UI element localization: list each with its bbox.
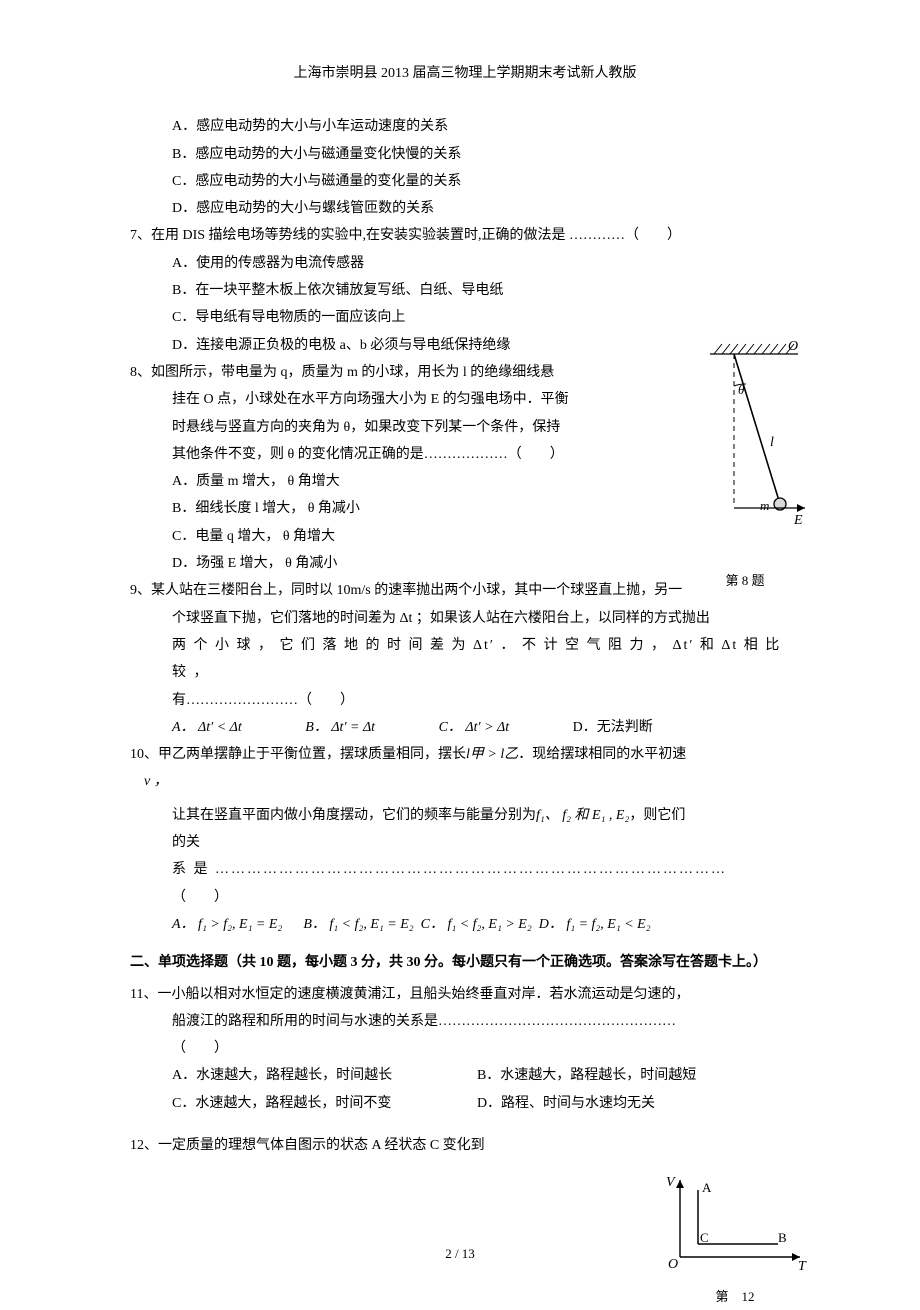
q11-body: 船渡江的路程和所用的时间与水速的关系是…………………………………………… （ ）	[130, 1008, 800, 1063]
q10-options: A． f₁ > f₂, E₁ = E₂ B． f₁ < f₂, E₁ = E₂ …	[130, 911, 800, 938]
q11-opt-c: C．水速越大，路程越长，时间不变	[172, 1090, 473, 1118]
q11-opt-a: A．水速越大，路程越长，时间越长	[172, 1062, 473, 1090]
q12-fig-label-a: A	[702, 1180, 712, 1195]
q10-body: 让其在竖直平面内做小角度摆动，它们的频率与能量分别为f₁、 f₂ 和 E₁ , …	[130, 802, 800, 911]
page-header: 上海市崇明县 2013 届高三物理上学期期末考试新人教版	[130, 60, 800, 87]
q8-figure: O θ l m E 第 8 题	[680, 336, 810, 556]
q8-fig-label-e: E	[793, 513, 803, 528]
q9-opt-a: A． Δt′ < Δt	[172, 720, 242, 735]
q9-opt-b: B． Δt′ = Δt	[305, 720, 375, 735]
q11-opt-b: B．水速越大，路程越长，时间越短	[477, 1062, 778, 1090]
q10-stem-2-pre: 让其在竖直平面内做小角度摆动，它们的频率与能量分别为	[172, 808, 536, 823]
q8-figure-svg: O θ l m E	[680, 336, 810, 556]
q10-stem-1-post: ．现给摆球相同的水平初速	[518, 747, 686, 762]
q11-options: A．水速越大，路程越长，时间越长 B．水速越大，路程越长，时间越短 C．水速越大…	[130, 1062, 800, 1118]
q-prev-opt-a: A．感应电动势的大小与小车运动速度的关系	[172, 113, 800, 140]
q8-fig-label-m: m	[760, 498, 769, 513]
q10-opt-c: C． f₁ < f₂, E₁ > E₂	[421, 917, 532, 932]
page-root: 上海市崇明县 2013 届高三物理上学期期末考试新人教版 A．感应电动势的大小与…	[0, 0, 920, 1302]
section-2-heading: 二、单项选择题（共 10 题，每小题 3 分，共 30 分。每小题只有一个正确选…	[130, 952, 800, 974]
q8-fig-caption: 第 8 题	[680, 568, 810, 593]
q10-opt-a: A． f₁ > f₂, E₁ = E₂	[172, 917, 282, 932]
q8-fig-label-o: O	[788, 339, 798, 354]
q11-stem-1: 11、一小船以相对水恒定的速度横渡黄浦江，且船头始终垂直对岸．若水流运动是匀速的…	[130, 981, 800, 1008]
q9-stem-3: 两 个 小 球 ， 它 们 落 地 的 时 间 差 为 Δt′ ． 不 计 空 …	[172, 632, 800, 687]
q7-opt-a: A．使用的传感器为电流传感器	[172, 250, 800, 277]
q7-opt-b: B．在一块平整木板上依次铺放复写纸、白纸、导电纸	[172, 277, 800, 304]
q12-fig-caption: 第 12	[660, 1284, 810, 1309]
q12-stem: 12、一定质量的理想气体自图示的状态 A 经状态 C 变化到	[130, 1132, 800, 1159]
q10-stem-2: 让其在竖直平面内做小角度摆动，它们的频率与能量分别为f₁、 f₂ 和 E₁ , …	[172, 802, 800, 829]
q8-fig-label-l: l	[770, 435, 774, 450]
q10-opt-b: B． f₁ < f₂, E₁ = E₂	[303, 917, 413, 932]
q9-body: 个球竖直下抛，它们落地的时间差为 Δt ；如果该人站在六楼阳台上，以同样的方式抛…	[130, 605, 800, 714]
q10-stem-4: 系 是 ……………………………………………………………………………………	[172, 856, 800, 883]
q10-v-label: v ，	[144, 774, 168, 789]
q9-opt-c: C． Δt′ > Δt	[439, 720, 510, 735]
q10-stem-1-math: l甲 > l乙	[466, 747, 518, 762]
q12-figure: V A C B O T 第 12	[660, 1172, 810, 1292]
q-prev-opt-c: C．感应电动势的大小与磁通量的变化量的关系	[172, 168, 800, 195]
q8-fig-label-theta: θ	[738, 382, 745, 397]
q-prev-opt-b: B．感应电动势的大小与磁通量变化快慢的关系	[172, 141, 800, 168]
page-number: 2 / 13	[0, 1241, 920, 1266]
q10-stem-5: （ ）	[172, 884, 800, 911]
q10-stem-1v: v ，	[130, 768, 800, 795]
q12-fig-label-v: V	[666, 1175, 676, 1190]
q9-stem-4: 有……………………（ ）	[172, 687, 800, 714]
q10-opt-d: D． f₁ = f₂, E₁ < E₂	[539, 917, 651, 932]
q9-options: A． Δt′ < Δt B． Δt′ = Δt C． Δt′ > Δt D．无法…	[130, 714, 800, 741]
q10-stem-2-post: ，则它们	[629, 808, 685, 823]
q-prev-options: A．感应电动势的大小与小车运动速度的关系 B．感应电动势的大小与磁通量变化快慢的…	[130, 113, 800, 222]
q7-opt-c: C．导电纸有导电物质的一面应该向上	[172, 304, 800, 331]
q10-stem-1-pre: 10、甲乙两单摆静止于平衡位置，摆球质量相同，摆长	[130, 747, 466, 762]
q10-stem-1: 10、甲乙两单摆静止于平衡位置，摆球质量相同，摆长l甲 > l乙．现给摆球相同的…	[130, 741, 800, 768]
q7-stem: 7、在用 DIS 描绘电场等势线的实验中,在安装实验装置时,正确的做法是 …………	[130, 222, 800, 249]
q11-stem-2: 船渡江的路程和所用的时间与水速的关系是……………………………………………	[172, 1008, 800, 1035]
q11-opt-d: D．路程、时间与水速均无关	[477, 1090, 778, 1118]
q11-stem-3: （ ）	[172, 1035, 800, 1062]
q-prev-opt-d: D．感应电动势的大小与螺线管匝数的关系	[172, 195, 800, 222]
q9-opt-d: D．无法判断	[573, 720, 653, 735]
q9-stem-2: 个球竖直下抛，它们落地的时间差为 Δt ；如果该人站在六楼阳台上，以同样的方式抛…	[172, 605, 800, 632]
q10-stem-3: 的关	[172, 829, 800, 856]
q10-stem-2-math: f₁、 f₂ 和 E₁ , E₂	[536, 808, 629, 823]
